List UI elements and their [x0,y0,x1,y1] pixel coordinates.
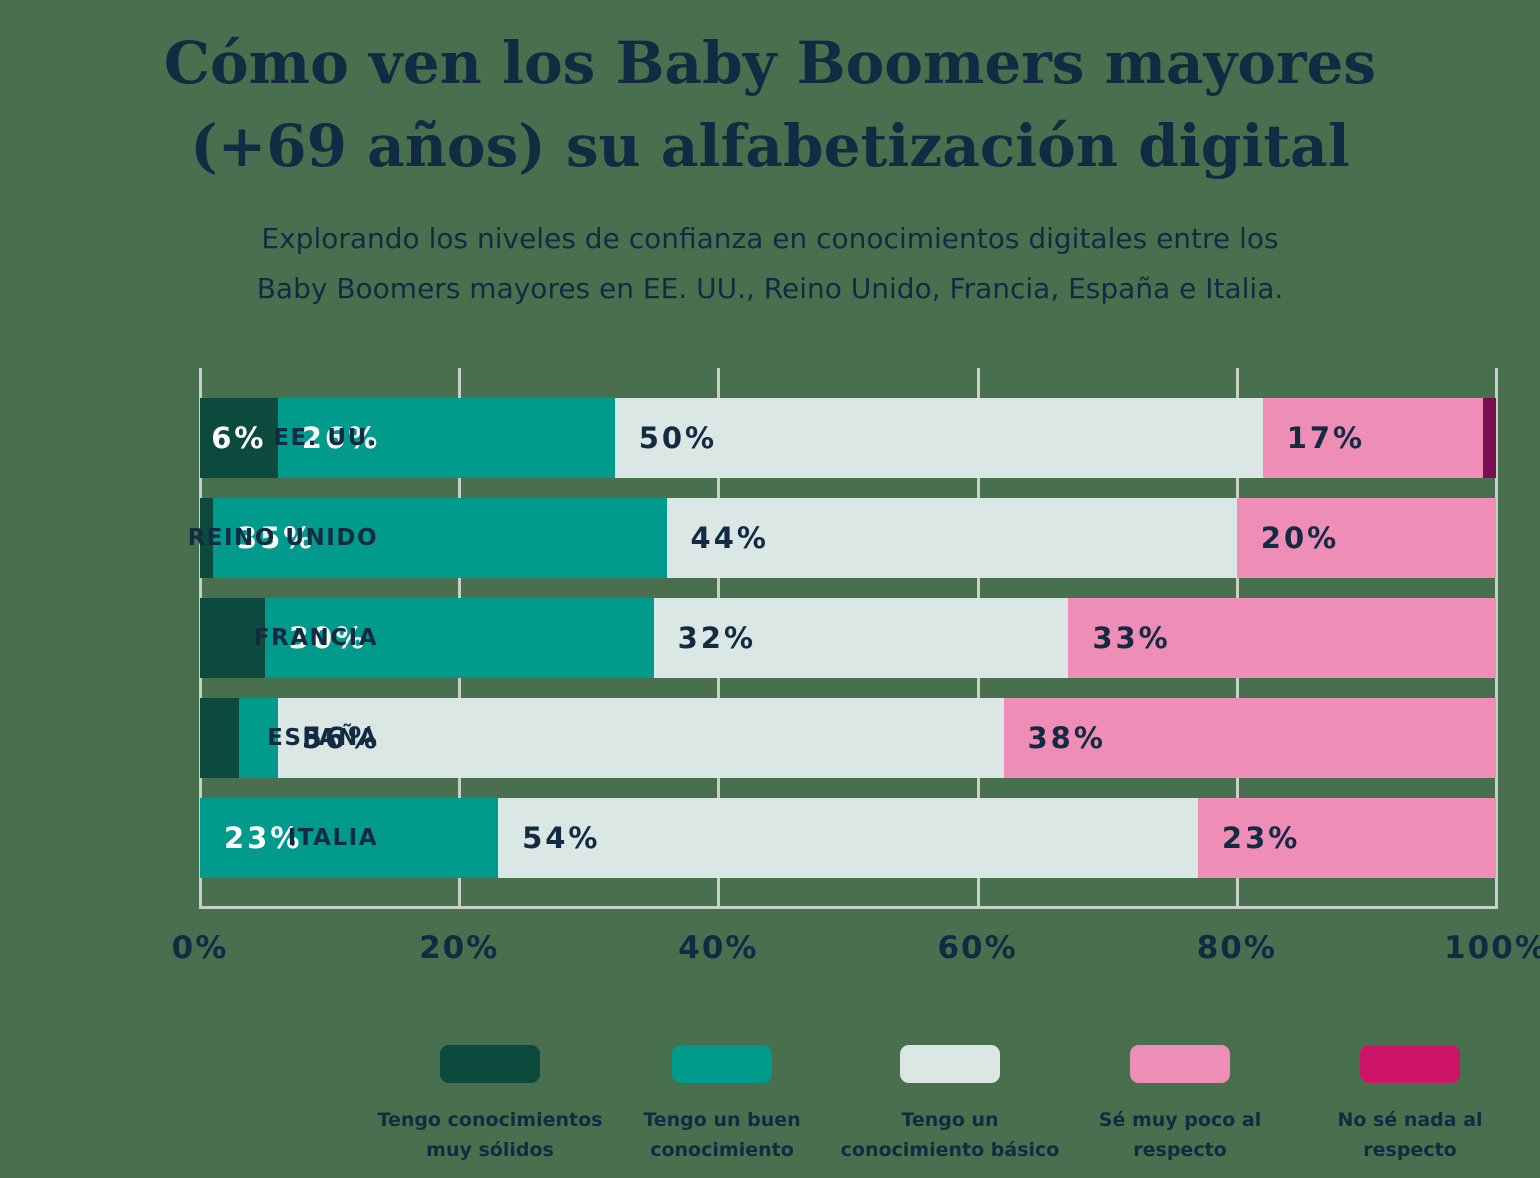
legend-label: Tengo conocimientos muy sólidos [378,1105,603,1165]
chart-subtitle-line2: Baby Boomers mayores en EE. UU., Reino U… [256,272,1284,305]
legend-label-line: respecto [1133,1139,1227,1161]
bar-segment: 30% [264,598,654,678]
bar-row: EE. UU. 6% 26% 50% 17% [200,398,1496,478]
legend-label-line: conocimiento básico [840,1139,1060,1161]
legend-label-line: Tengo un [901,1109,999,1131]
legend-item: Tengo un conocimiento básico [828,1045,1072,1165]
bar-segment [200,698,239,778]
category-label: FRANCIA [253,625,378,651]
segment-value-label: 33% [1092,621,1171,655]
legend-swatch [900,1045,1000,1083]
chart-subtitle: Explorando los niveles de confianza en c… [0,214,1540,314]
category-label: REINO UNIDO [187,525,378,551]
legend-label: Tengo un buen conocimiento [643,1105,800,1165]
axis-tick-label: 100% [1444,930,1540,966]
legend-label: No sé nada al respecto [1337,1105,1482,1165]
legend-label-line: conocimiento [650,1139,794,1161]
chart-title: Cómo ven los Baby Boomers mayores (+69 añ… [0,22,1540,188]
bar-segment: 26% [277,398,615,478]
legend-label-line: muy sólidos [426,1139,554,1161]
segment-value-label: 6% [211,421,267,455]
x-axis-tick-labels: 0% 20% 40% 60% 80% 100% [172,930,1540,974]
segment-value-label: 54% [522,821,601,855]
bar-segment: 44% [666,498,1237,578]
segment-value-label: 32% [677,621,757,655]
axis-tick-label: 80% [1196,930,1277,966]
legend-label-line: Tengo conocimientos [377,1109,603,1131]
bar-segment: 23% [200,798,499,878]
chart-subtitle-line1: Explorando los niveles de confianza en c… [261,222,1279,255]
bar-row: ESPAÑA 56% 38% [200,698,1496,778]
bar-segment [1483,398,1496,478]
chart-title-line2: (+69 años) su alfabetización digital [190,112,1350,180]
plot-area: EE. UU. 6% 26% 50% 17% REINO UNIDO 35% 44% 20% FR… [188,368,1498,909]
legend-item: Sé muy poco al respecto [1058,1045,1302,1165]
segment-value-label: 20% [1260,521,1340,555]
chart-title-line1: Cómo ven los Baby Boomers mayores [163,29,1377,97]
gridline [1495,368,1498,909]
bar-segment: 32% [653,598,1069,678]
legend-swatch [440,1045,540,1083]
segment-value-label: 23% [224,821,303,855]
bar-segment: 54% [498,798,1198,878]
x-axis-line [200,906,1496,909]
legend-swatch [1360,1045,1460,1083]
bar-row: FRANCIA 30% 32% 33% [200,598,1496,678]
category-label: EE. UU. [273,425,378,451]
bar-segment: 56% [277,698,1004,778]
legend-label-line: No sé nada al [1337,1109,1483,1131]
legend-label-line: respecto [1363,1139,1457,1161]
legend: Tengo conocimientos muy sólidos Tengo un b… [0,1045,1540,1178]
segment-value-label: 56% [301,721,381,755]
segment-value-label: 23% [1221,821,1301,855]
segment-value-label: 38% [1027,721,1106,755]
legend-label: Sé muy poco al respecto [1099,1105,1261,1165]
bar-segment: 38% [1003,698,1496,778]
category-label: ESPAÑA [267,725,378,751]
segment-value-label: 26% [301,421,381,455]
bar-segment [238,698,278,778]
segment-value-label: 44% [690,521,769,555]
legend-swatch [672,1045,772,1083]
bar-segment: 35% [212,498,667,578]
axis-tick-label: 40% [678,930,759,966]
bar-row: REINO UNIDO 35% 44% 20% [188,498,1496,578]
segment-value-label: 35% [236,521,316,555]
bar-segment [200,598,265,678]
legend-label: Tengo un conocimiento básico [841,1105,1060,1165]
legend-swatch [1130,1045,1230,1083]
bar-segment: 20% [1236,498,1496,578]
legend-item: No sé nada al respecto [1288,1045,1532,1165]
bar-segment: 23% [1197,798,1496,878]
axis-tick-label: 20% [419,930,500,966]
segment-value-label: 30% [288,621,368,655]
category-label: ITALIA [287,825,378,851]
segment-value-label: 50% [638,421,718,455]
bar-segment [200,498,213,578]
legend-label-line: Tengo un buen [643,1109,801,1131]
segment-value-label: 17% [1286,421,1366,455]
bar-row: ITALIA 23% 54% 23% [200,798,1496,878]
bar-segment: 33% [1068,598,1496,678]
bar-segment: 50% [614,398,1263,478]
bar-segment: 6% [200,398,278,478]
legend-label-line: Sé muy poco al [1098,1109,1262,1131]
axis-tick-label: 60% [937,930,1018,966]
legend-item: Tengo conocimientos muy sólidos [368,1045,612,1165]
legend-item: Tengo un buen conocimiento [600,1045,844,1165]
bar-segment: 17% [1262,398,1484,478]
axis-tick-label: 0% [171,930,229,966]
